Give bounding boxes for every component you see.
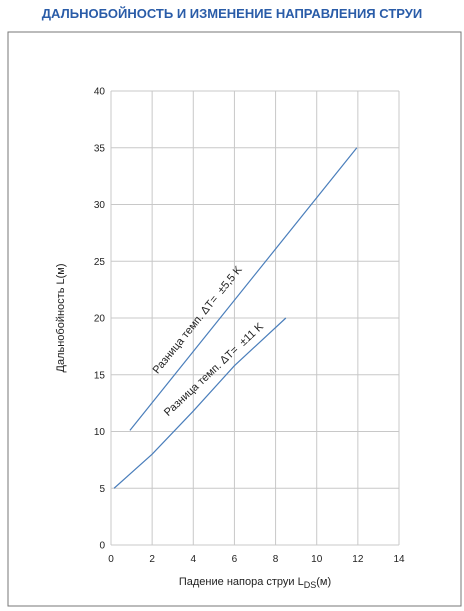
y-tick-label: 35 (94, 143, 106, 154)
y-tick-label: 30 (94, 200, 106, 211)
x-tick-label: 10 (311, 554, 323, 565)
frame (7, 31, 462, 607)
y-tick-label: 10 (94, 427, 106, 438)
x-axis-label-part: (м) (316, 576, 331, 588)
x-tick-label: 6 (232, 554, 238, 565)
x-tick-label: 4 (191, 554, 197, 565)
x-axis-label-part: Падение напора струи L (179, 576, 304, 588)
line (113, 317, 287, 489)
y-tick-label: 25 (94, 257, 106, 268)
x-axis-label-sub: DS (304, 580, 317, 590)
y-tick-label: 5 (99, 484, 105, 495)
y-tick-label: 0 (99, 541, 105, 552)
y-axis-label: Дальнобойность L(м) (55, 264, 67, 373)
x-tick-label: 8 (273, 554, 279, 565)
x-tick-label: 0 (108, 554, 114, 565)
chart-title: ДАЛЬНОБОЙНОСТЬ И ИЗМЕНЕНИЕ НАПРАВЛЕНИЯ С… (42, 6, 422, 21)
x-tick-label: 12 (352, 554, 364, 565)
x-tick-label: 14 (393, 554, 405, 565)
x-tick-label: 2 (149, 554, 155, 565)
line (129, 147, 358, 431)
y-tick-label: 15 (94, 370, 106, 381)
y-tick-label: 40 (94, 87, 106, 98)
x-axis-label: Падение напора струи LDS(м) (179, 576, 331, 590)
y-tick-label: 20 (94, 314, 106, 325)
